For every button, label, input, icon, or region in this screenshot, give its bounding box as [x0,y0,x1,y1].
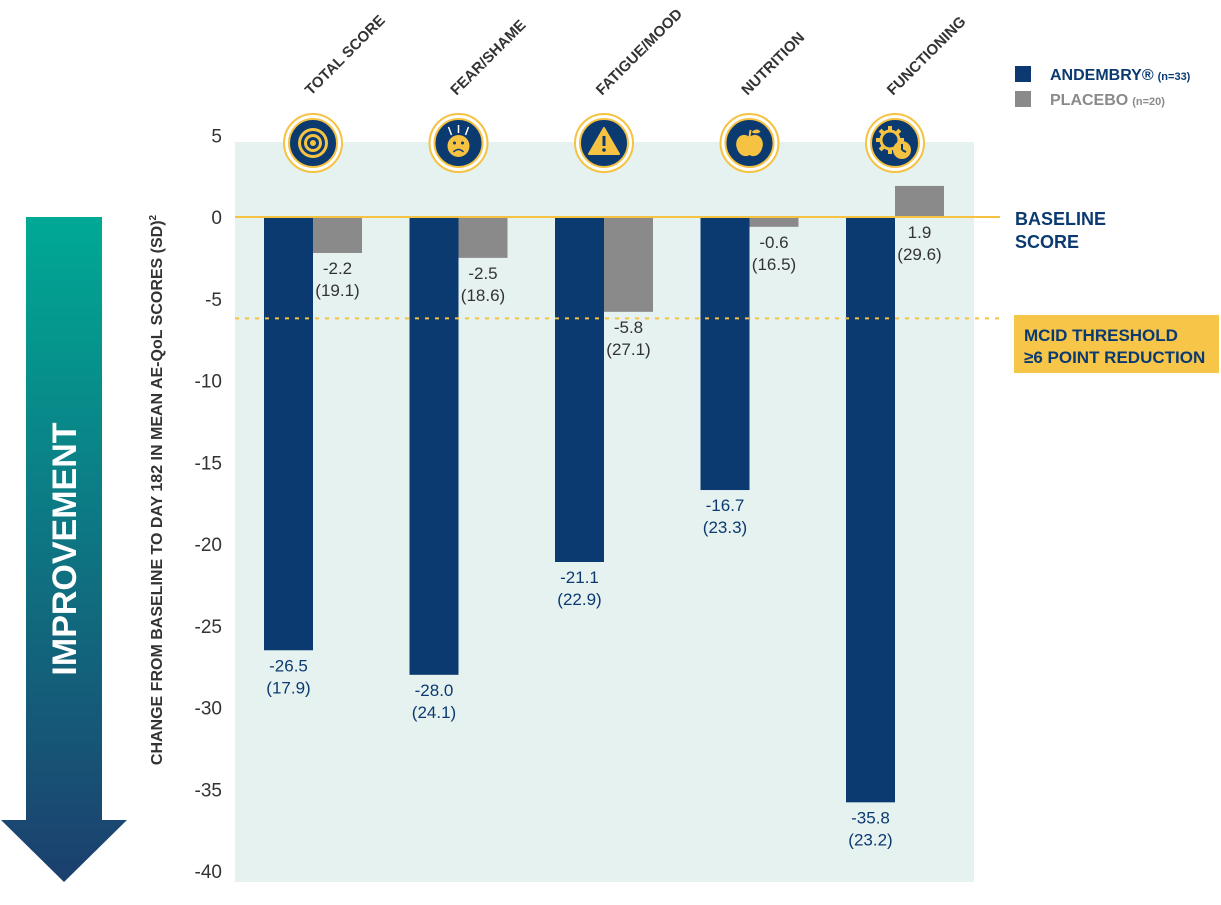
bar-labels: -26.5 (17.9) -2.2 (19.1) -28.0 (24.1) -2.5 (18.… [266,223,941,849]
bar-placebo [604,217,653,312]
mcid-label-line2: ≥6 POINT REDUCTION [1024,348,1205,367]
improvement-label: IMPROVEMENT [46,422,84,675]
category-label: TOTAL SCORE [302,12,389,99]
category-label: FEAR/SHAME [447,17,529,99]
y-tick-label: -40 [195,862,222,883]
mcid-callout: MCID THRESHOLD ≥6 POINT REDUCTION [1014,315,1219,373]
bar-value-label: -0.6 [759,233,788,252]
bar-value-label: -28.0 [415,681,454,700]
y-tick-label: -10 [195,372,222,393]
bar-value-label: -35.8 [851,808,890,827]
bar-andembry [700,217,750,491]
bar-value-label: -2.2 [323,259,352,278]
bar-value-label: 1.9 [908,223,932,242]
bar-sd-label: (23.3) [703,518,747,537]
y-tick-label: 0 [211,208,222,229]
y-tick-label: -20 [195,535,222,556]
legend-placebo: PLACEBO (n=20) [1050,92,1165,109]
y-axis-title: CHANGE FROM BASELINE TO DAY 182 IN MEAN … [148,214,166,765]
bar-sd-label: (19.1) [315,281,359,300]
bar-value-label: -21.1 [560,568,599,587]
bar-placebo [895,185,944,217]
bar-andembry [555,217,604,562]
bar-sd-label: (16.5) [752,255,796,274]
improvement-arrow-shape [1,217,127,882]
bars [264,185,944,803]
bar-value-label: -2.5 [468,264,497,283]
baseline-label: BASELINE SCORE [1015,209,1106,252]
gear-clock-icon [865,113,925,173]
bar-andembry [846,217,895,803]
y-axis-ticks: 5 0 -5 -10 -15 -20 -25 -30 -35 -40 [195,126,222,883]
reference-lines [235,216,1000,320]
y-tick-label: -30 [195,699,222,720]
legend-swatch-andembry [1015,66,1031,82]
category-label: FUNCTIONING [884,13,970,99]
bar-andembry [264,217,313,651]
y-tick-label: -15 [195,453,222,474]
y-tick-label: 5 [211,126,222,147]
bar-sd-label: (24.1) [412,703,456,722]
category-label: FATIGUE/MOOD [593,6,686,99]
mcid-box [1014,315,1219,373]
baseline-label-line1: BASELINE [1015,209,1106,229]
bar-sd-label: (22.9) [557,590,601,609]
bar-sd-label: (29.6) [897,245,941,264]
y-tick-label: -5 [205,290,222,311]
apple-icon [719,113,780,173]
bar-placebo [458,217,508,258]
legend-andembry: ANDEMBRY® (n=33) [1050,67,1191,84]
baseline-label-line2: SCORE [1015,232,1079,252]
bar-value-label: -26.5 [269,656,308,675]
bar-sd-label: (18.6) [461,286,505,305]
bar-placebo [313,217,362,253]
y-tick-label: -35 [195,780,222,801]
bar-sd-label: (27.1) [606,340,650,359]
bar-value-label: -16.7 [706,496,745,515]
legend: ANDEMBRY® (n=33) PLACEBO (n=20) [1015,66,1191,109]
target-icon [283,113,343,173]
bar-sd-label: (17.9) [266,678,310,697]
category-label: NUTRITION [738,29,808,99]
warning-icon [574,113,634,173]
sad-face-icon [428,113,489,173]
improvement-arrow: IMPROVEMENT [1,217,127,882]
mcid-label-line1: MCID THRESHOLD [1024,326,1178,345]
y-tick-label: -25 [195,617,222,638]
bar-placebo [749,217,799,227]
bar-value-label: -5.8 [614,318,643,337]
bar-andembry [409,217,459,675]
bar-sd-label: (23.2) [848,830,892,849]
legend-swatch-placebo [1015,91,1031,107]
